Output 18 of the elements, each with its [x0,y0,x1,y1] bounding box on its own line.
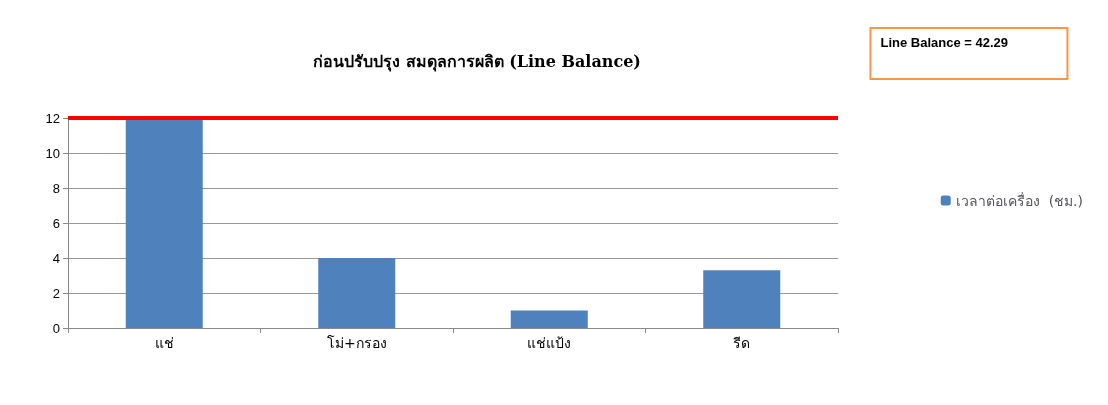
y-tick-label: 8 [52,180,60,196]
y-tick-label: 12 [45,110,60,126]
legend-label: เวลาต่อเครื่อง (ชม.) [955,191,1084,209]
y-tick-label: 10 [45,145,60,161]
x-tick-label: รีด [733,335,751,351]
text: Line Balance = 42.29 [880,35,1008,50]
x-tick-label: โม่+กรอง [326,335,387,351]
y-tick-label: 2 [52,285,60,301]
y-tick-label: 0 [52,320,60,336]
bar [318,258,396,328]
bar [703,270,781,328]
x-tick-label: แช่แป้ง [527,335,572,351]
bar [510,310,588,328]
y-tick-label: 4 [52,250,60,266]
chart-title: ก่อนปรับปรุง สมดุลการผลิต (Line Balance) [313,51,641,72]
bar [125,118,203,328]
y-tick-label: 6 [52,215,60,231]
x-tick-label: แช่ [154,335,174,351]
